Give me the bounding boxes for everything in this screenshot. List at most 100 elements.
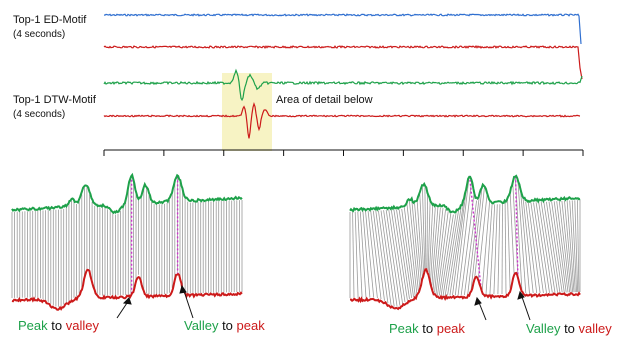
alignment-link <box>454 178 470 296</box>
alignment-link <box>543 201 558 293</box>
caption-arrows <box>116 284 531 321</box>
alignment-link <box>416 201 423 277</box>
ed-motif-trace-2 <box>103 45 583 80</box>
alignment-link <box>426 194 428 270</box>
left-caption-2: Valley to peak <box>184 318 265 333</box>
alignment-link <box>535 202 550 293</box>
alignment-link <box>419 194 424 273</box>
caption-word: Peak <box>389 321 419 336</box>
alignment-link <box>428 205 434 277</box>
arrow-head <box>474 296 482 306</box>
caption-word: valley <box>66 318 100 333</box>
alignment-link <box>370 210 382 300</box>
alignment-link <box>525 201 538 294</box>
caption-word: peak <box>237 318 266 333</box>
caption-word: to <box>560 321 578 336</box>
alignment-link <box>530 202 544 294</box>
alignment-link <box>438 213 452 296</box>
caption-word: Peak <box>18 318 48 333</box>
alignment-link <box>551 201 565 293</box>
alignment-link <box>365 211 375 298</box>
caption-word: to <box>218 318 236 333</box>
alignment-link <box>367 211 378 299</box>
alignment-link <box>388 209 403 304</box>
dtw-motif-duration: (4 seconds) <box>13 109 65 120</box>
alignment-link <box>383 210 398 307</box>
alignment-link <box>527 202 541 294</box>
alignment-link <box>449 201 465 296</box>
caption-word: peak <box>437 321 466 336</box>
alignment-link <box>566 200 575 293</box>
alignment-link <box>452 189 467 296</box>
alignment-link <box>504 202 507 294</box>
alignment-link <box>385 210 401 306</box>
alignment-link <box>478 194 488 278</box>
time-axis <box>103 149 584 156</box>
alignment-link <box>569 200 576 293</box>
alignment-link <box>396 209 410 299</box>
alignment-link <box>401 208 414 298</box>
alignment-link <box>457 181 472 296</box>
dtw-alignment-detail <box>349 174 581 311</box>
right-caption-2: Valley to valley <box>526 321 612 336</box>
alignment-link <box>558 201 571 293</box>
alignment-link <box>437 211 449 296</box>
alignment-link <box>481 201 490 291</box>
dtw-motif-title: Top-1 DTW-Motif <box>13 94 97 106</box>
alignment-link <box>354 211 359 298</box>
alignment-link <box>540 201 556 293</box>
alignment-link <box>427 201 431 273</box>
caption-word: Valley <box>526 321 561 336</box>
alignment-link <box>517 182 527 294</box>
detail-green-series <box>11 172 243 215</box>
alignment-link <box>464 200 477 296</box>
alignment-link <box>574 200 579 293</box>
arrow-head <box>179 284 187 294</box>
alignment-link <box>522 198 534 294</box>
alignment-link <box>414 203 422 283</box>
highlighted-alignment-link <box>468 175 482 290</box>
caption-word: to <box>419 321 437 336</box>
alignment-link <box>474 187 485 278</box>
alignment-link <box>380 210 395 307</box>
alignment-link <box>546 201 561 293</box>
alignment-link <box>548 201 563 293</box>
alignment-link <box>372 210 385 301</box>
alignment-link <box>489 204 496 295</box>
alignment-link <box>533 202 547 293</box>
alignment-link <box>398 209 412 298</box>
alignment-link <box>444 210 459 296</box>
arrow-right-2 <box>520 293 531 321</box>
alignment-link <box>431 207 439 286</box>
alignment-link <box>501 203 503 295</box>
alignment-link <box>430 207 436 282</box>
alignment-link <box>509 193 515 275</box>
alignment-link <box>507 200 511 289</box>
alignment-link <box>424 187 427 269</box>
alignment-link <box>564 200 574 293</box>
ed-motif-trace-1 <box>103 13 582 45</box>
right-caption-1: Peak to peak <box>389 321 465 336</box>
alignment-link <box>432 207 441 290</box>
alignment-link <box>435 209 446 295</box>
alignment-link <box>393 209 408 301</box>
detail-highlight-box <box>222 73 272 151</box>
detail-area-note: Area of detail below <box>276 94 373 106</box>
arrow-left-2 <box>182 287 194 319</box>
ed-alignment-detail <box>11 172 243 311</box>
alignment-link <box>497 204 501 295</box>
left-caption-1: Peak to valley <box>18 318 99 333</box>
alignment-link <box>577 200 580 293</box>
arrow-head <box>517 290 525 300</box>
alignment-link <box>390 209 406 303</box>
detail-red-series <box>11 268 243 311</box>
alignment-link <box>467 196 480 295</box>
arrow-head <box>122 297 132 305</box>
alignment-link <box>357 211 363 298</box>
caption-word: Valley <box>184 318 219 333</box>
caption-word: to <box>48 318 66 333</box>
dtw-motif-trace-2 <box>103 101 581 139</box>
alignment-link <box>440 214 454 296</box>
alignment-link <box>493 204 498 295</box>
